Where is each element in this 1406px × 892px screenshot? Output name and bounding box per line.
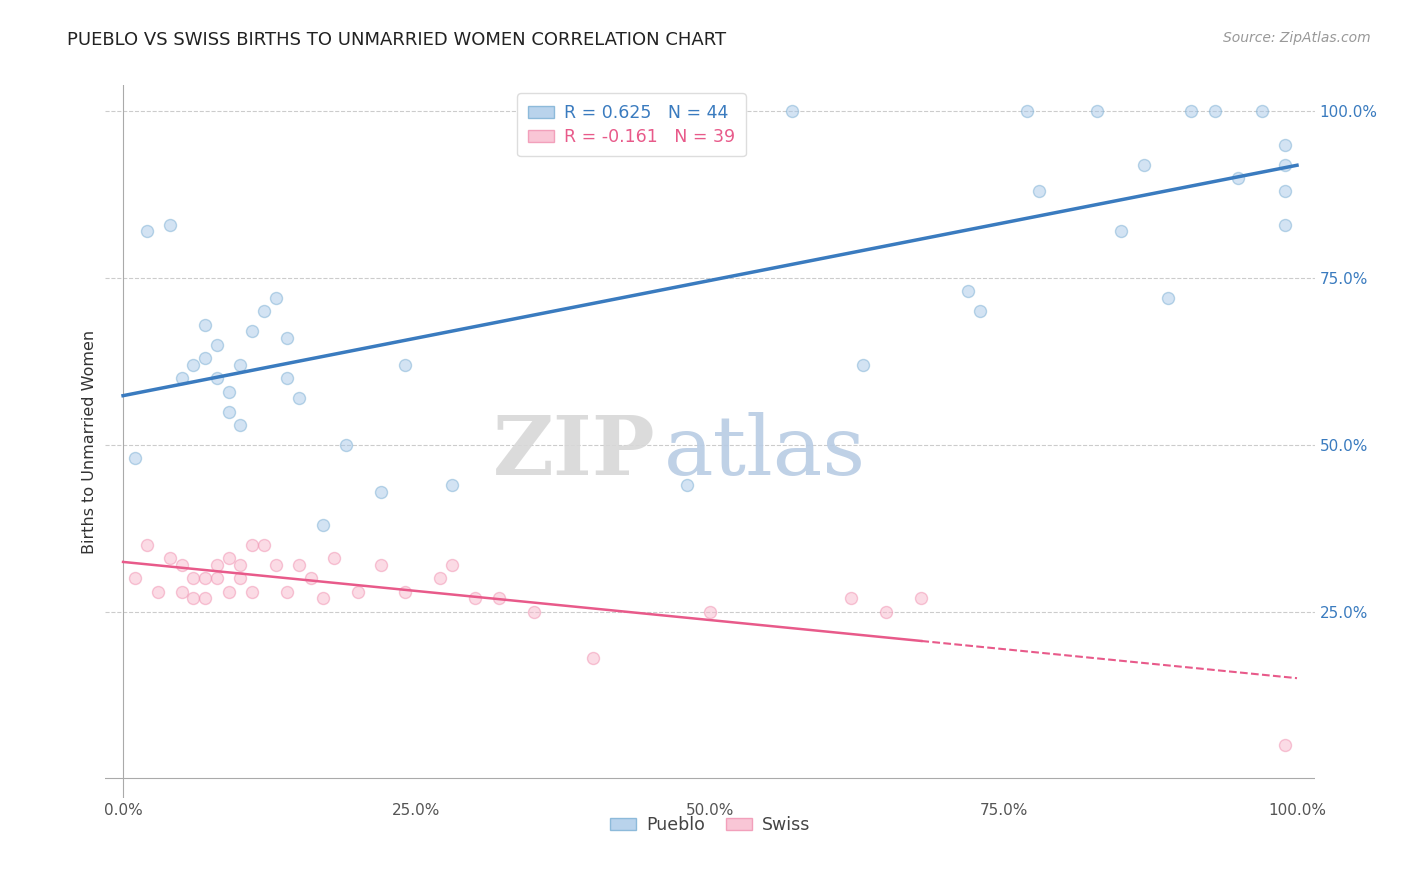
Point [488, 591, 510, 606]
Point [852, 358, 875, 372]
Point [969, 304, 991, 318]
Point [253, 538, 276, 552]
Point [394, 358, 416, 372]
Point [159, 218, 181, 232]
Point [205, 371, 228, 385]
Point [240, 538, 263, 552]
Point [523, 104, 546, 119]
Point [183, 571, 205, 585]
Point [1180, 104, 1202, 119]
Point [1274, 185, 1296, 199]
Point [429, 571, 451, 585]
Point [276, 371, 298, 385]
Point [276, 331, 298, 345]
Point [218, 404, 240, 418]
Point [124, 571, 146, 585]
Point [1274, 218, 1296, 232]
Point [1250, 104, 1272, 119]
Text: atlas: atlas [664, 412, 866, 492]
Point [194, 591, 217, 606]
Point [440, 558, 463, 572]
Y-axis label: Births to Unmarried Women: Births to Unmarried Women [82, 329, 97, 554]
Point [253, 304, 276, 318]
Point [170, 371, 193, 385]
Point [1015, 104, 1038, 119]
Point [1274, 158, 1296, 172]
Point [148, 584, 170, 599]
Text: Source: ZipAtlas.com: Source: ZipAtlas.com [1223, 31, 1371, 45]
Point [135, 538, 157, 552]
Point [135, 224, 157, 238]
Point [229, 558, 252, 572]
Point [276, 584, 298, 599]
Point [264, 291, 287, 305]
Point [1028, 185, 1050, 199]
Point [323, 551, 346, 566]
Point [1157, 291, 1180, 305]
Point [1227, 171, 1250, 186]
Legend: Pueblo, Swiss: Pueblo, Swiss [603, 809, 817, 841]
Point [839, 591, 862, 606]
Point [218, 384, 240, 399]
Point [229, 358, 252, 372]
Point [229, 417, 252, 432]
Point [370, 484, 392, 499]
Point [394, 584, 416, 599]
Point [699, 605, 721, 619]
Point [440, 478, 463, 492]
Point [218, 584, 240, 599]
Point [311, 517, 333, 532]
Point [299, 571, 322, 585]
Point [288, 391, 311, 405]
Point [183, 591, 205, 606]
Point [957, 285, 980, 299]
Point [1109, 224, 1132, 238]
Point [311, 591, 333, 606]
Point [170, 584, 193, 599]
Point [1133, 158, 1156, 172]
Point [370, 558, 392, 572]
Point [675, 478, 697, 492]
Point [159, 551, 181, 566]
Point [218, 551, 240, 566]
Point [347, 584, 370, 599]
Point [780, 104, 803, 119]
Point [194, 318, 217, 332]
Point [582, 651, 605, 665]
Point [1087, 104, 1109, 119]
Point [124, 451, 146, 466]
Point [194, 351, 217, 366]
Point [240, 325, 263, 339]
Text: ZIP: ZIP [494, 412, 655, 492]
Point [194, 571, 217, 585]
Point [205, 571, 228, 585]
Point [464, 591, 486, 606]
Point [1274, 137, 1296, 152]
Point [910, 591, 932, 606]
Point [264, 558, 287, 572]
Point [205, 558, 228, 572]
Point [335, 438, 357, 452]
Point [875, 605, 897, 619]
Point [1274, 738, 1296, 752]
Point [205, 338, 228, 352]
Point [288, 558, 311, 572]
Point [170, 558, 193, 572]
Point [229, 571, 252, 585]
Text: PUEBLO VS SWISS BIRTHS TO UNMARRIED WOMEN CORRELATION CHART: PUEBLO VS SWISS BIRTHS TO UNMARRIED WOME… [67, 31, 727, 49]
Point [240, 584, 263, 599]
Point [523, 605, 546, 619]
Point [1204, 104, 1226, 119]
Point [183, 358, 205, 372]
